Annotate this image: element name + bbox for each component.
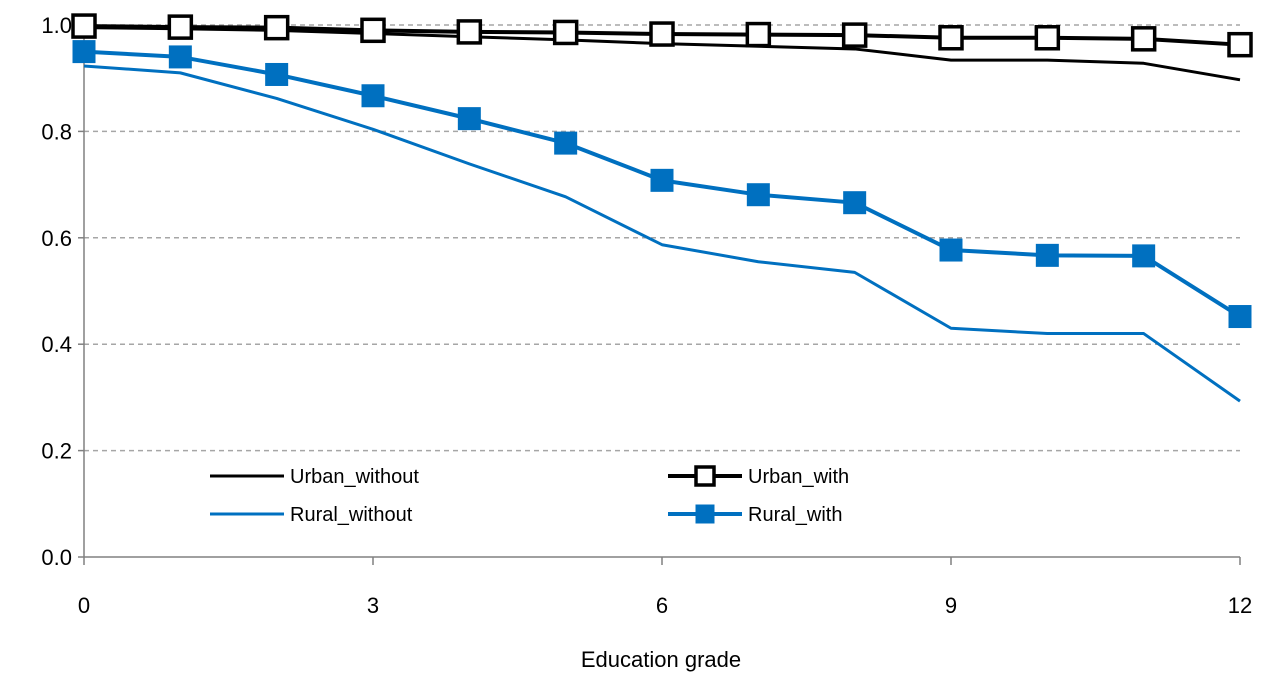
data-point-urban-with-2 bbox=[263, 14, 290, 41]
data-point-urban-with-10 bbox=[1034, 25, 1061, 51]
data-point-rural-with-9 bbox=[939, 238, 963, 262]
data-point-rural-with-8 bbox=[843, 191, 867, 215]
data-point-urban-with-9 bbox=[938, 25, 964, 51]
y-tick-label-0: 0.0 bbox=[41, 545, 72, 570]
series-rural-without bbox=[83, 64, 1241, 403]
axes bbox=[78, 20, 1241, 565]
data-point-urban-with-6 bbox=[649, 21, 675, 47]
x-tick-label-1: 3 bbox=[367, 593, 379, 618]
x-tick-label-3: 9 bbox=[945, 593, 957, 618]
data-point-urban-with-12 bbox=[1227, 31, 1253, 58]
x-axis-title: Education grade bbox=[581, 647, 741, 672]
series-rural-with bbox=[72, 40, 1252, 329]
series-urban-with bbox=[71, 13, 1253, 58]
data-point-rural-with-10 bbox=[1035, 243, 1059, 267]
data-point-urban-with-3 bbox=[360, 17, 386, 44]
data-point-rural-with-2 bbox=[265, 62, 289, 86]
data-point-rural-with-5 bbox=[554, 131, 578, 155]
data-point-urban-with-0 bbox=[71, 13, 97, 39]
y-tick-label-4: 0.8 bbox=[41, 119, 72, 144]
series-line-rural-without bbox=[83, 64, 1241, 403]
data-point-rural-with-4 bbox=[457, 107, 481, 131]
legend-label-rural-without: Rural_without bbox=[290, 504, 413, 526]
data-point-urban-with-4 bbox=[456, 19, 483, 45]
y-tick-label-2: 0.4 bbox=[41, 332, 72, 357]
legend-item-urban-with: Urban_with bbox=[668, 465, 849, 488]
data-point-urban-with-1 bbox=[167, 14, 194, 40]
y-tick-label-3: 0.6 bbox=[41, 226, 72, 251]
legend: Urban_without Urban_with Rural_without Rura… bbox=[210, 465, 849, 526]
data-point-rural-with-3 bbox=[361, 84, 385, 108]
x-tick-label-0: 0 bbox=[78, 593, 90, 618]
x-tick-label-2: 6 bbox=[656, 593, 668, 618]
x-tick-label-4: 12 bbox=[1228, 593, 1252, 618]
data-point-rural-with-7 bbox=[746, 183, 770, 207]
gridlines bbox=[84, 24, 1240, 452]
legend-item-urban-without: Urban_without bbox=[210, 466, 419, 488]
legend-item-rural-with: Rural_with bbox=[668, 504, 842, 526]
legend-label-urban-with: Urban_with bbox=[748, 466, 849, 488]
legend-marker-rural-with bbox=[695, 504, 715, 524]
series-group bbox=[71, 13, 1253, 403]
data-point-rural-with-0 bbox=[72, 40, 96, 64]
data-point-rural-with-12 bbox=[1228, 305, 1252, 329]
tick-labels: 0.0 0.2 0.4 0.6 0.8 1.0 0 3 6 9 12 bbox=[41, 13, 1252, 618]
data-point-rural-with-1 bbox=[168, 45, 192, 69]
data-point-urban-with-11 bbox=[1130, 26, 1157, 52]
legend-label-urban-without: Urban_without bbox=[290, 466, 419, 488]
y-tick-label-1: 0.2 bbox=[41, 439, 72, 464]
legend-label-rural-with: Rural_with bbox=[748, 504, 842, 526]
y-tick-label-5: 1.0 bbox=[41, 13, 72, 38]
legend-item-rural-without: Rural_without bbox=[210, 504, 413, 526]
data-point-rural-with-6 bbox=[650, 168, 674, 192]
data-point-rural-with-11 bbox=[1132, 244, 1156, 268]
data-point-urban-with-8 bbox=[841, 22, 868, 48]
data-point-urban-with-7 bbox=[745, 21, 772, 48]
data-point-urban-with-5 bbox=[552, 19, 579, 46]
legend-marker-urban-with bbox=[694, 465, 716, 487]
